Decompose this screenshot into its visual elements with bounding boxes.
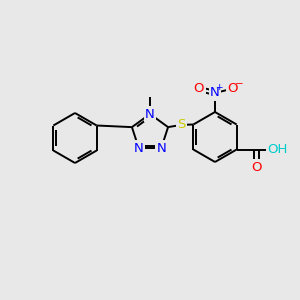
Text: S: S [178,118,186,131]
Text: N: N [134,142,144,155]
Text: N: N [156,142,166,155]
Text: −: − [235,79,243,89]
Text: N: N [210,86,220,100]
Text: O: O [194,82,204,95]
Text: +: + [215,83,223,92]
Text: OH: OH [268,143,288,156]
Text: O: O [251,161,262,174]
Text: O: O [228,82,238,95]
Text: N: N [145,107,155,121]
